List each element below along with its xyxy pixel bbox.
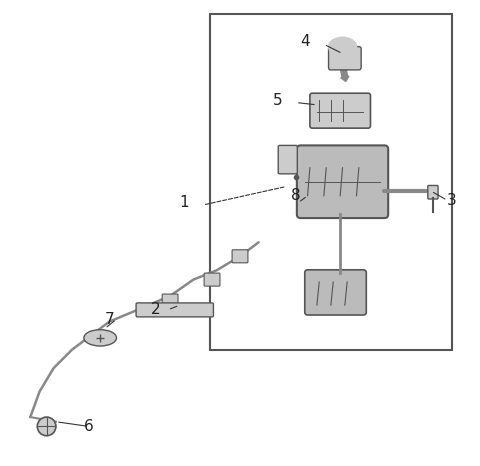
Text: 8: 8 [291, 188, 301, 203]
Text: 5: 5 [273, 93, 282, 108]
Ellipse shape [37, 417, 56, 436]
FancyBboxPatch shape [297, 145, 388, 218]
FancyBboxPatch shape [162, 294, 178, 307]
Text: 1: 1 [179, 195, 189, 210]
FancyArrow shape [337, 53, 349, 82]
FancyBboxPatch shape [428, 185, 438, 199]
FancyBboxPatch shape [204, 273, 220, 286]
FancyBboxPatch shape [328, 47, 361, 70]
FancyBboxPatch shape [136, 303, 214, 317]
Text: 4: 4 [300, 34, 310, 49]
Text: 3: 3 [447, 193, 457, 208]
Ellipse shape [328, 37, 357, 56]
FancyBboxPatch shape [278, 145, 297, 174]
FancyBboxPatch shape [305, 270, 366, 315]
FancyBboxPatch shape [310, 93, 371, 128]
Text: 6: 6 [84, 419, 94, 434]
Text: 7: 7 [105, 312, 114, 327]
FancyBboxPatch shape [232, 250, 248, 263]
Ellipse shape [84, 330, 117, 346]
Text: 2: 2 [151, 302, 161, 317]
